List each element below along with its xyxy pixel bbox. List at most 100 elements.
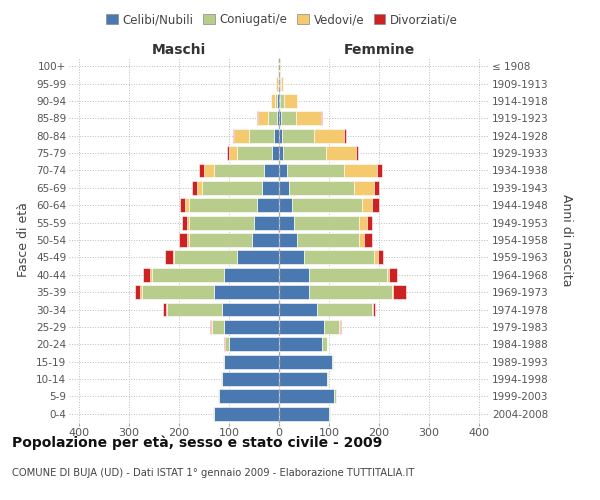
Bar: [163, 302, 166, 316]
Bar: [173, 250, 174, 264]
Bar: [367, 216, 371, 230]
Bar: [296, 233, 359, 247]
Bar: [279, 146, 283, 160]
Bar: [189, 216, 254, 230]
Bar: [210, 320, 211, 334]
Bar: [264, 164, 279, 177]
Bar: [218, 390, 219, 404]
Bar: [359, 216, 367, 230]
Bar: [280, 94, 284, 108]
Bar: [199, 164, 204, 177]
Bar: [340, 320, 341, 334]
Bar: [280, 76, 281, 90]
Bar: [279, 181, 289, 195]
Bar: [166, 302, 167, 316]
Bar: [236, 146, 271, 160]
Bar: [309, 268, 386, 281]
Bar: [274, 129, 279, 142]
Bar: [276, 76, 277, 90]
Bar: [355, 146, 358, 160]
Bar: [279, 59, 280, 73]
Bar: [371, 302, 373, 316]
Bar: [344, 164, 377, 177]
Bar: [304, 250, 374, 264]
Bar: [189, 233, 251, 247]
Bar: [189, 198, 257, 212]
Bar: [296, 112, 320, 126]
Text: Femmine: Femmine: [343, 42, 415, 56]
Bar: [364, 233, 371, 247]
Bar: [279, 338, 322, 351]
Bar: [309, 285, 392, 299]
Text: Popolazione per età, sesso e stato civile - 2009: Popolazione per età, sesso e stato civil…: [12, 435, 382, 450]
Bar: [229, 146, 236, 160]
Bar: [204, 164, 214, 177]
Bar: [279, 372, 326, 386]
Bar: [202, 181, 262, 195]
Bar: [221, 302, 279, 316]
Bar: [279, 250, 304, 264]
Bar: [214, 164, 264, 177]
Bar: [279, 112, 281, 126]
Bar: [227, 146, 229, 160]
Bar: [229, 338, 279, 351]
Bar: [279, 233, 296, 247]
Bar: [279, 354, 331, 368]
Bar: [371, 198, 379, 212]
Bar: [197, 181, 202, 195]
Bar: [314, 129, 344, 142]
Bar: [135, 285, 140, 299]
Bar: [292, 198, 361, 212]
Bar: [278, 76, 279, 90]
Bar: [213, 407, 214, 421]
Bar: [393, 285, 406, 299]
Bar: [279, 285, 309, 299]
Bar: [279, 390, 334, 404]
Bar: [374, 181, 379, 195]
Bar: [354, 181, 374, 195]
Bar: [374, 250, 378, 264]
Bar: [223, 354, 224, 368]
Bar: [279, 198, 292, 212]
Bar: [182, 216, 187, 230]
Bar: [234, 129, 249, 142]
Bar: [221, 372, 279, 386]
Bar: [275, 94, 277, 108]
Bar: [281, 129, 314, 142]
Bar: [279, 164, 287, 177]
Bar: [180, 198, 185, 212]
Bar: [320, 112, 322, 126]
Y-axis label: Anni di nascita: Anni di nascita: [560, 194, 572, 286]
Legend: Celibi/Nubili, Coniugati/e, Vedovi/e, Divorziati/e: Celibi/Nubili, Coniugati/e, Vedovi/e, Di…: [101, 8, 463, 31]
Bar: [224, 354, 279, 368]
Bar: [279, 302, 317, 316]
Bar: [386, 268, 389, 281]
Bar: [251, 233, 279, 247]
Bar: [294, 216, 359, 230]
Bar: [322, 338, 326, 351]
Bar: [361, 198, 371, 212]
Text: Maschi: Maschi: [152, 42, 206, 56]
Bar: [378, 250, 383, 264]
Bar: [279, 407, 329, 421]
Bar: [262, 181, 279, 195]
Bar: [281, 76, 283, 90]
Bar: [329, 407, 330, 421]
Bar: [257, 112, 268, 126]
Bar: [143, 268, 150, 281]
Bar: [179, 233, 187, 247]
Bar: [257, 198, 279, 212]
Bar: [373, 302, 375, 316]
Bar: [142, 285, 214, 299]
Bar: [191, 181, 197, 195]
Bar: [174, 250, 236, 264]
Bar: [325, 146, 355, 160]
Bar: [214, 285, 279, 299]
Bar: [334, 390, 335, 404]
Bar: [185, 198, 189, 212]
Bar: [249, 129, 274, 142]
Bar: [277, 112, 279, 126]
Bar: [283, 146, 325, 160]
Bar: [236, 250, 279, 264]
Bar: [254, 216, 279, 230]
